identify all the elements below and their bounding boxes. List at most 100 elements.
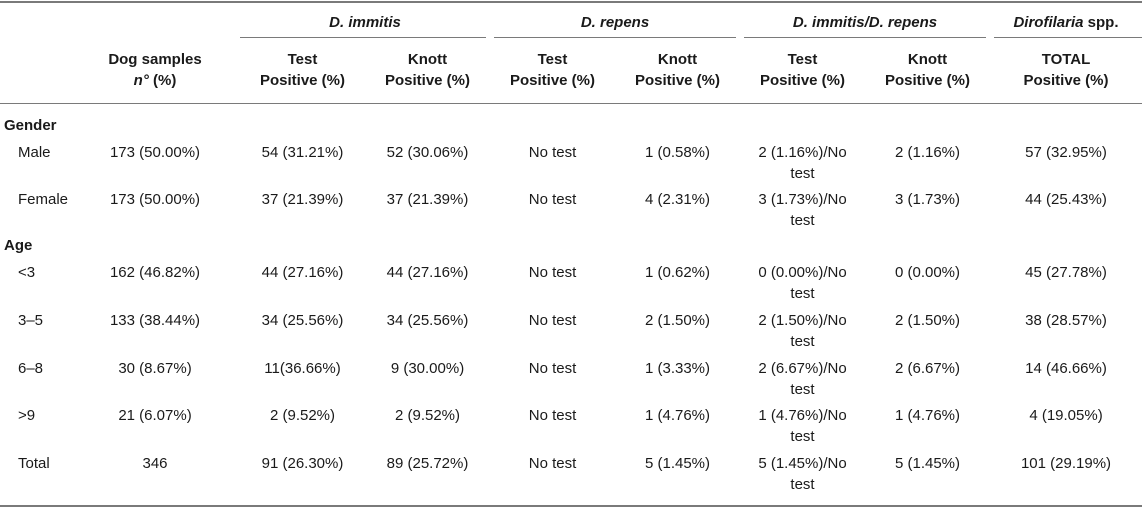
cell-label: <3 [18, 264, 36, 281]
cell-line1: 0 (0.00%)/No [758, 264, 847, 281]
cell-samples: 162 (46.82%) [109, 264, 201, 281]
column-header-line1: Knott [657, 51, 698, 68]
cell-mix-test: 2 (1.16%)/No test [740, 142, 865, 184]
cell-line2: test [790, 212, 815, 229]
cell-rep-knott: 1 (3.33%) [644, 360, 711, 377]
cell-samples: 30 (8.67%) [118, 360, 192, 377]
group-header-d-immitis-d-repens: D. immitis/D. repens [792, 14, 938, 31]
cell-mix-knott: 0 (0.00%) [894, 264, 961, 281]
cell-mix-knott: 2 (1.16%) [894, 144, 961, 161]
cell-line1: 5 (1.45%)/No [758, 455, 847, 472]
cell-line1: 2 (6.67%)/No [758, 360, 847, 377]
column-header-mixed-knott: Knott Positive (%) [865, 49, 990, 91]
group-header-italic: Dirofilaria [1013, 14, 1084, 31]
cell-samples: 173 (50.00%) [109, 144, 201, 161]
cell-rep-test: No test [528, 264, 577, 281]
cell-im-test: 37 (21.39%) [261, 191, 344, 208]
column-header-line1: Test [787, 51, 818, 68]
cell-label: 3–5 [18, 312, 44, 329]
cell-rep-knott: 1 (4.76%) [644, 407, 711, 424]
cell-total: 38 (28.57%) [1025, 312, 1107, 329]
cell-im-test: 44 (27.16%) [261, 264, 344, 281]
column-header-line1: Test [287, 51, 318, 68]
cell-samples: 21 (6.07%) [118, 407, 192, 424]
column-header-rest: (%) [148, 72, 177, 89]
cell-total: 44 (25.43%) [1025, 191, 1107, 208]
group-header-d-repens: D. repens [580, 14, 650, 31]
column-header-line1: TOTAL [1041, 51, 1091, 68]
column-header-line1: Test [537, 51, 568, 68]
group-underline-total [994, 37, 1142, 38]
cell-rep-test: No test [528, 312, 577, 329]
cell-line1: 2 (1.50%)/No [758, 312, 847, 329]
cell-total: 57 (32.95%) [1025, 144, 1107, 161]
cell-rep-test: No test [528, 455, 577, 472]
cell-im-knott: 44 (27.16%) [386, 264, 469, 281]
cell-label: 6–8 [18, 360, 44, 377]
cell-rep-knott: 5 (1.45%) [644, 455, 711, 472]
cell-line1: 3 (1.73%)/No [758, 191, 847, 208]
cell-label: >9 [18, 407, 36, 424]
cell-samples: 173 (50.00%) [109, 191, 201, 208]
cell-total: 101 (29.19%) [1020, 455, 1112, 472]
group-header-dirofilaria-spp: Dirofilaria spp. [990, 12, 1142, 33]
column-header-line2: Positive (%) [1023, 72, 1109, 89]
column-header-line1: Knott [907, 51, 948, 68]
column-header-line2: Positive (%) [634, 72, 721, 89]
cell-im-knott: 89 (25.72%) [386, 455, 469, 472]
header-rule [0, 103, 1142, 104]
cell-line1: 2 (1.16%)/No [758, 144, 847, 161]
cell-mix-knott: 2 (1.50%) [894, 312, 961, 329]
cell-line2: test [790, 165, 815, 182]
cell-im-knott: 37 (21.39%) [386, 191, 469, 208]
cell-im-test: 11(36.66%) [264, 360, 341, 377]
cell-rep-knott: 1 (0.62%) [644, 264, 711, 281]
column-header-line1: Dog samples [108, 51, 202, 68]
column-header-line2: n° (%) [90, 70, 220, 91]
group-header-d-immitis: D. immitis [329, 14, 401, 31]
cell-mix-knott: 5 (1.45%) [894, 455, 961, 472]
cell-mix-knott: 1 (4.76%) [894, 407, 961, 424]
cell-label: Female [18, 191, 69, 208]
column-header-dog-samples: Dog samples n° (%) [90, 49, 220, 91]
cell-line2: test [790, 428, 815, 445]
cell-im-knott: 34 (25.56%) [386, 312, 469, 329]
cell-total: 4 (19.05%) [1029, 407, 1103, 424]
cell-im-knott: 9 (30.00%) [390, 360, 465, 377]
column-header-line2: Positive (%) [759, 72, 846, 89]
group-underline-mixed [744, 37, 986, 38]
cell-mix-test: 2 (1.50%)/No test [740, 310, 865, 352]
cell-total: 14 (46.66%) [1025, 360, 1107, 377]
column-header-line2: Positive (%) [384, 72, 471, 89]
column-header-immitis-test: Test Positive (%) [240, 49, 365, 91]
column-header-italic: n° [133, 72, 149, 89]
cell-line2: test [790, 333, 815, 350]
table-top-rule [0, 1, 1142, 3]
cell-rep-knott: 4 (2.31%) [644, 191, 711, 208]
group-header-rest: spp. [1083, 14, 1119, 31]
section-label-gender: Gender [4, 117, 57, 134]
cell-mix-test: 3 (1.73%)/No test [740, 189, 865, 231]
cell-im-test: 91 (26.30%) [261, 455, 344, 472]
column-header-immitis-knott: Knott Positive (%) [365, 49, 490, 91]
cell-im-knott: 52 (30.06%) [386, 144, 469, 161]
group-underline-immitis [240, 37, 486, 38]
cell-im-test: 54 (31.21%) [261, 144, 344, 161]
cell-mix-test: 5 (1.45%)/No test [740, 453, 865, 495]
cell-label: Male [18, 144, 51, 161]
cell-line2: test [790, 381, 815, 398]
cell-samples: 133 (38.44%) [109, 312, 201, 329]
cell-samples: 346 [142, 455, 168, 472]
cell-mix-test: 2 (6.67%)/No test [740, 358, 865, 400]
cell-line2: test [790, 476, 815, 493]
cell-mix-test: 0 (0.00%)/No test [740, 262, 865, 304]
cell-mix-test: 1 (4.76%)/No test [740, 405, 865, 447]
section-label-age: Age [4, 237, 33, 254]
cell-rep-test: No test [528, 360, 577, 377]
cell-line1: 1 (4.76%)/No [758, 407, 847, 424]
column-header-total: TOTAL Positive (%) [990, 49, 1142, 91]
cell-rep-test: No test [528, 191, 577, 208]
cell-rep-test: No test [528, 407, 577, 424]
cell-im-test: 2 (9.52%) [269, 407, 336, 424]
